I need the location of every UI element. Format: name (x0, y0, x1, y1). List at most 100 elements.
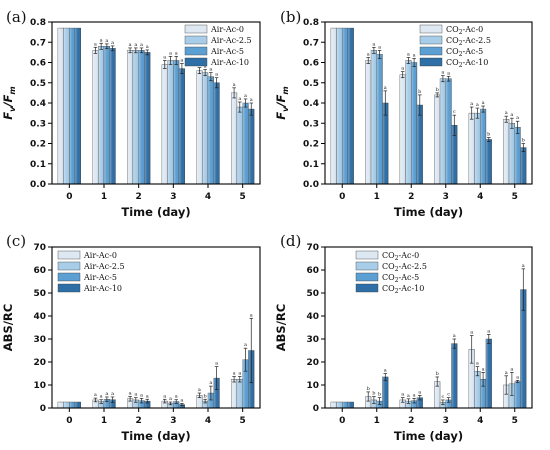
significance-label: a (140, 42, 143, 48)
significance-label: a (238, 370, 241, 376)
bar-shade (520, 289, 527, 408)
bar-shade (440, 78, 446, 184)
bar-shade (213, 82, 220, 184)
y-tick-label: 0.6 (30, 59, 46, 69)
bar-shade (342, 28, 348, 185)
significance-label: a (146, 44, 149, 50)
bar-shade (202, 72, 208, 184)
x-tick-label: 1 (374, 192, 380, 202)
significance-label: a (198, 387, 201, 393)
y-tick-label: 0.4 (30, 99, 46, 109)
significance-label: a (169, 50, 172, 56)
legend-label: Air-Ac-5 (210, 47, 244, 56)
bar-shade (127, 50, 133, 184)
x-axis-label: Time (day) (121, 429, 190, 443)
legend: Air-Ac-0 Air-Ac-2.5 Air-Ac-5 Air-Ac-10 (184, 24, 252, 67)
y-tick-label: 40 (33, 312, 46, 322)
legend-swatch (57, 272, 81, 282)
bar-shade (196, 70, 203, 184)
x-tick-label: 1 (101, 416, 107, 426)
legend-label: Air-Ac-5 (83, 273, 117, 282)
bar-shade (167, 403, 174, 408)
legend-swatch (419, 46, 443, 56)
bar-shade (480, 109, 486, 184)
panel-label: (c) (6, 232, 26, 250)
x-tick-label: 0 (339, 192, 345, 202)
bar-shade (208, 393, 214, 408)
bar-shade (376, 54, 383, 185)
significance-label: a (407, 393, 410, 399)
significance-label: a (215, 361, 218, 367)
significance-label: a (180, 58, 183, 64)
legend-swatch (57, 250, 81, 260)
significance-label: b (367, 386, 370, 392)
bar-shade (144, 401, 151, 408)
bar-shade (104, 46, 110, 184)
y-axis-label: ABS/RC (1, 304, 15, 351)
x-tick-label: 0 (339, 416, 345, 426)
bar-shade (451, 343, 458, 408)
bar-shade (480, 379, 486, 408)
plot-frame (51, 21, 261, 185)
y-tick-label: 30 (33, 335, 46, 345)
significance-label: b (436, 371, 439, 377)
bar-shade (161, 64, 168, 184)
x-tick-label: 2 (408, 416, 414, 426)
bar-shade (208, 76, 214, 184)
bar-shade (474, 371, 481, 408)
significance-label: a (482, 366, 485, 372)
bar-shade (242, 103, 249, 184)
y-tick-label: 0.3 (303, 119, 319, 129)
significance-label: a (401, 66, 404, 72)
bar-shade (63, 28, 70, 185)
significance-label: b (436, 87, 439, 93)
significance-label: a (516, 374, 519, 380)
significance-label: a (140, 392, 143, 398)
bar-shade (411, 62, 417, 184)
y-tick-label: 0 (40, 404, 46, 414)
legend-swatch (184, 46, 208, 56)
bar-shade (330, 28, 337, 185)
significance-label: a (111, 391, 114, 397)
legend-swatch (419, 24, 443, 34)
y-tick-label: 0.2 (30, 140, 46, 150)
bar-shade (440, 402, 446, 408)
significance-label: b (418, 89, 421, 95)
panel-label: (b) (280, 8, 301, 26)
bar-shade (514, 381, 521, 408)
y-tick-label: 0.1 (303, 160, 319, 170)
significance-label: a (180, 397, 183, 403)
x-tick-label: 5 (512, 416, 518, 426)
legend-label: Air-Ac-2.5 (83, 262, 125, 271)
plot-frame (324, 246, 533, 409)
significance-label: c (453, 109, 456, 115)
legend-label: Air-Ac-0 (83, 251, 117, 260)
x-tick-label: 1 (101, 192, 107, 202)
significance-label: a (510, 112, 513, 118)
significance-label: a (100, 37, 103, 43)
y-tick-label: 0.0 (30, 180, 46, 190)
bar-shade (127, 398, 133, 408)
significance-label: a (250, 312, 253, 318)
y-tick-label: 60 (33, 266, 46, 276)
bar-shade (399, 74, 406, 184)
significance-label: a (418, 389, 421, 395)
significance-label: a (476, 361, 479, 367)
plot-frame (51, 246, 261, 409)
bar-shade (503, 385, 510, 408)
y-tick-label: 40 (306, 312, 319, 322)
y-tick-label: 30 (306, 335, 319, 345)
significance-label: a (233, 370, 236, 376)
significance-label: a (407, 51, 410, 57)
significance-label: a (94, 392, 97, 398)
bar-shade (468, 113, 475, 184)
legend-label: Air-Ac-10 (210, 58, 249, 67)
bar-shade (98, 46, 104, 184)
significance-label: a (244, 342, 247, 348)
bar-shade (347, 402, 354, 408)
x-axis-label: Time (day) (394, 429, 463, 443)
significance-label: a (413, 392, 416, 398)
